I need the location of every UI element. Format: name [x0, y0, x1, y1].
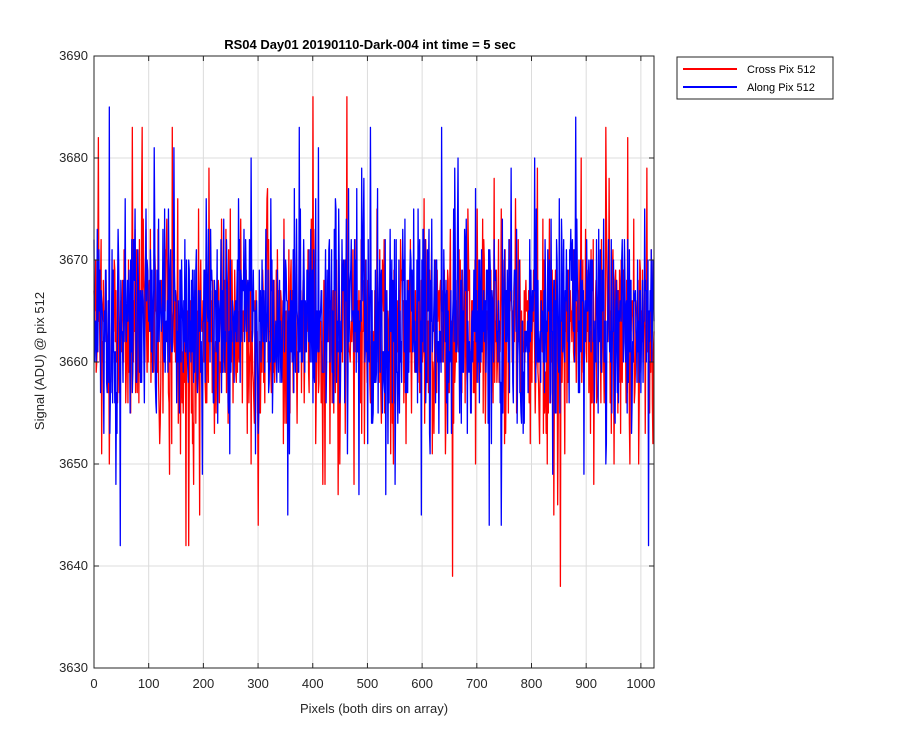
chart-title: RS04 Day01 20190110-Dark-004 int time = … — [224, 37, 516, 52]
x-tick-label: 100 — [138, 676, 160, 691]
y-tick-label: 3650 — [59, 456, 88, 471]
y-tick-label: 3630 — [59, 660, 88, 675]
x-tick-label: 300 — [247, 676, 269, 691]
x-tick-label: 900 — [575, 676, 597, 691]
x-tick-label: 1000 — [626, 676, 655, 691]
x-tick-label: 600 — [411, 676, 433, 691]
x-tick-label: 400 — [302, 676, 324, 691]
y-tick-label: 3680 — [59, 150, 88, 165]
legend-box — [676, 56, 834, 100]
y-axis-label: Signal (ADU) @ pix 512 — [32, 292, 47, 430]
series-line-along-pix-512 — [93, 106, 655, 547]
y-tick-label: 3690 — [59, 48, 88, 63]
legend-label-cross: Cross Pix 512 — [747, 64, 815, 76]
y-tick-label: 3640 — [59, 558, 88, 573]
x-axis-label: Pixels (both dirs on array) — [300, 701, 448, 716]
x-tick-label: 0 — [90, 676, 97, 691]
series-layer — [93, 96, 655, 588]
legend: Cross Pix 512 Along Pix 512 — [676, 56, 834, 100]
x-tick-label: 800 — [521, 676, 543, 691]
x-tick-label: 200 — [193, 676, 215, 691]
axis-ticks: 0 100 200 300 400 500 600 700 800 900 1000 3630 3640… — [59, 48, 655, 691]
x-tick-label: 700 — [466, 676, 488, 691]
legend-label-along: Along Pix 512 — [747, 82, 815, 94]
x-tick-label: 500 — [357, 676, 379, 691]
y-tick-label: 3670 — [59, 252, 88, 267]
y-tick-label: 3660 — [59, 354, 88, 369]
